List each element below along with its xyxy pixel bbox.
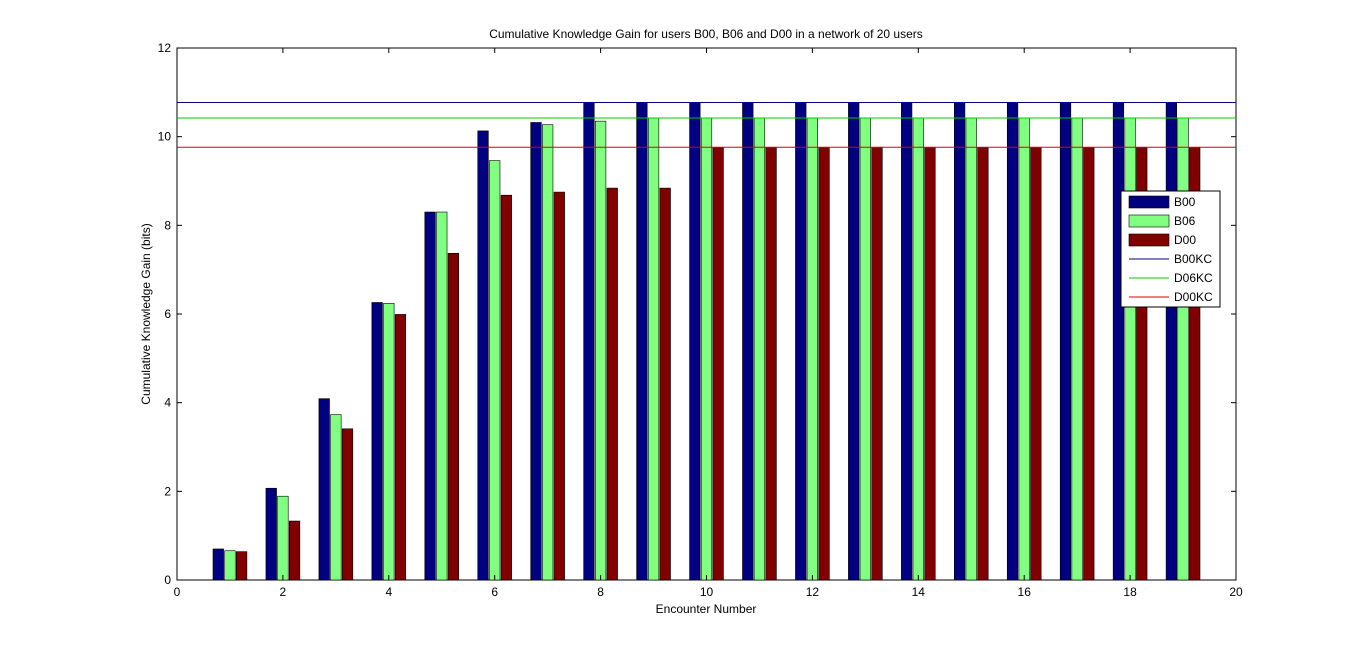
bar-b00-19 xyxy=(1165,102,1177,581)
bar-d00-8 xyxy=(606,187,618,581)
plot-area: 0 2 4 6 8 10 12 14 16 18 20 0 2 4 6 8 10 12 B00 B06 D00 B00KC… xyxy=(158,41,1243,599)
bar-d00-10 xyxy=(712,147,724,581)
bar-b00-3 xyxy=(318,398,330,581)
bar-b00-17 xyxy=(1059,102,1072,581)
bar-b06-8 xyxy=(595,120,607,581)
y-tick-label: 10 xyxy=(158,130,172,144)
y-tick-label: 6 xyxy=(164,307,171,321)
bar-b00-5 xyxy=(424,211,436,581)
bar-b06-11 xyxy=(753,117,766,581)
bar-b06-5 xyxy=(436,211,448,581)
bar-d00-13 xyxy=(871,147,883,581)
x-tick-label: 4 xyxy=(385,585,392,599)
bar-b06-14 xyxy=(912,117,924,581)
bar-d00-3 xyxy=(341,428,354,581)
bar-b00-15 xyxy=(954,102,966,581)
bar-d00-5 xyxy=(447,252,459,581)
y-tick-label: 0 xyxy=(164,573,171,587)
x-tick-label: 2 xyxy=(280,585,287,599)
bar-b00-1 xyxy=(212,548,224,581)
bar-b00-9 xyxy=(636,102,648,581)
bar-d00-16 xyxy=(1030,147,1042,581)
x-tick-label: 6 xyxy=(491,585,498,599)
bar-b06-4 xyxy=(383,303,395,581)
bar-b00-16 xyxy=(1006,102,1019,581)
legend-label-b00: B00 xyxy=(1174,195,1196,209)
legend-box xyxy=(1120,190,1221,308)
y-tick-label: 4 xyxy=(164,396,171,410)
bar-d00-17 xyxy=(1083,147,1095,581)
y-tick-label: 8 xyxy=(164,218,171,232)
bar-b06-10 xyxy=(700,117,713,581)
series-b00 xyxy=(212,102,1177,581)
bar-d00-2 xyxy=(288,520,301,581)
x-tick-label: 10 xyxy=(700,585,714,599)
bar-d00-1 xyxy=(236,551,248,581)
bar-b06-2 xyxy=(277,495,289,581)
y-tick-label: 2 xyxy=(164,484,171,498)
legend-label-d00: D00 xyxy=(1174,233,1196,247)
x-tick-label: 20 xyxy=(1229,585,1243,599)
bar-b06-18 xyxy=(1124,117,1136,581)
bar-b00-7 xyxy=(530,122,542,581)
x-tick-label: 0 xyxy=(174,585,181,599)
bar-b06-19 xyxy=(1177,117,1189,581)
bar-d00-4 xyxy=(394,314,407,581)
legend-swatch-b06 xyxy=(1128,214,1170,228)
x-axis-label: Encounter Number xyxy=(656,602,757,616)
bar-b06-9 xyxy=(647,117,660,581)
series-b06 xyxy=(224,117,1189,581)
bar-b06-7 xyxy=(542,124,554,581)
y-tick-label: 12 xyxy=(158,41,172,55)
legend-swatch-b00 xyxy=(1128,195,1170,209)
bar-b00-12 xyxy=(795,102,807,581)
bar-b00-13 xyxy=(848,102,860,581)
legend-label-b00kc: B00KC xyxy=(1174,252,1212,266)
bar-b06-17 xyxy=(1071,117,1083,581)
x-tick-label: 8 xyxy=(597,585,604,599)
x-tick-label: 14 xyxy=(912,585,926,599)
bar-d00-12 xyxy=(818,147,830,581)
bar-b00-2 xyxy=(265,487,277,581)
y-axis-label: Cumulative Knowledge Gain (bits) xyxy=(139,223,153,404)
bar-b06-3 xyxy=(330,414,342,581)
x-tick-label: 16 xyxy=(1018,585,1032,599)
legend: B00 B06 D00 B00KC D06KC D00KC xyxy=(1120,190,1221,308)
bar-d00-11 xyxy=(765,147,777,581)
bar-d00-14 xyxy=(924,147,936,581)
bar-b00-6 xyxy=(477,130,489,581)
bar-b00-8 xyxy=(583,102,595,581)
bar-b06-16 xyxy=(1018,117,1030,581)
legend-swatch-d00 xyxy=(1128,233,1170,247)
bar-b00-10 xyxy=(689,102,701,581)
bar-b06-6 xyxy=(489,160,501,581)
legend-label-b06: B06 xyxy=(1174,214,1196,228)
bar-b06-12 xyxy=(806,117,818,581)
series-d00 xyxy=(236,147,1201,581)
bar-b06-1 xyxy=(224,550,236,581)
bar-b06-15 xyxy=(965,117,977,581)
chart-title: Cumulative Knowledge Gain for users B00,… xyxy=(489,27,923,41)
bar-d00-9 xyxy=(659,187,671,581)
bar-b00-18 xyxy=(1112,102,1125,581)
bar-b00-14 xyxy=(901,102,913,581)
bar-b00-11 xyxy=(742,102,754,581)
bar-d00-6 xyxy=(500,194,512,581)
x-tick-label: 12 xyxy=(806,585,820,599)
legend-label-d00kc: D00KC xyxy=(1174,290,1213,304)
bar-d00-15 xyxy=(977,147,989,581)
bar-b00-4 xyxy=(371,302,383,581)
legend-label-d06kc: D06KC xyxy=(1174,271,1213,285)
x-tick-label: 18 xyxy=(1123,585,1137,599)
bar-d00-7 xyxy=(553,191,565,581)
bar-b06-13 xyxy=(859,117,871,581)
